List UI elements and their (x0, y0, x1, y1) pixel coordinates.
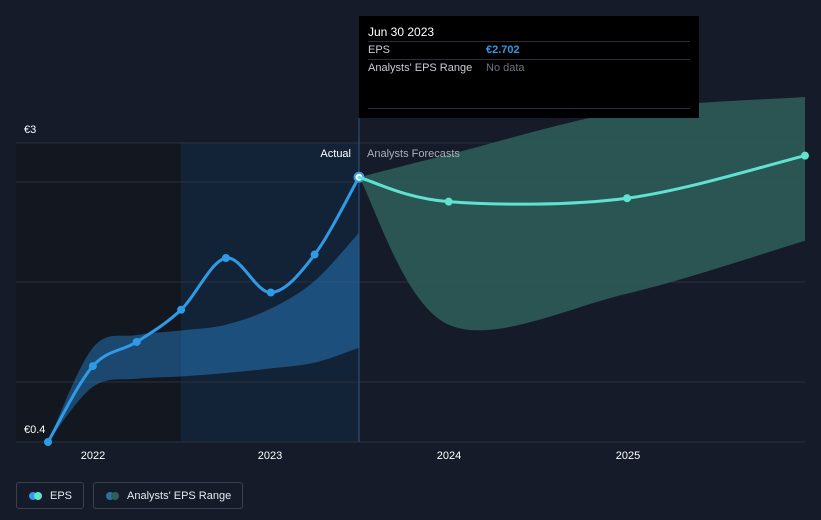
tooltip-range-label: Analysts' EPS Range (368, 62, 473, 74)
actual-region-label: Actual (320, 148, 351, 160)
tooltip-eps-label: EPS (368, 44, 391, 56)
eps-actual-point-1 (88, 362, 97, 371)
eps-actual-point-0 (44, 438, 52, 446)
eps-actual-point-4 (221, 254, 230, 262)
tooltip-range-value: No data (486, 62, 525, 74)
legend-item-range[interactable]: Analysts' EPS Range (93, 482, 244, 509)
legend-eps-label: EPS (50, 489, 73, 502)
eps-actual-point-2 (132, 337, 141, 346)
legend-item-eps[interactable]: EPS (16, 482, 85, 509)
tooltip-date: Jun 30 2023 (368, 25, 435, 39)
eps-forecast-line (357, 154, 807, 206)
eps-forecast-point-2 (623, 194, 632, 203)
forecast-eps-range-band (358, 97, 805, 331)
hover-tooltip: Jun 30 2023 EPS €2.702 Analysts' EPS Ran… (359, 16, 699, 118)
x-tick-2024: 2024 (436, 450, 462, 462)
tooltip-row-eps: EPS €2.702 (368, 41, 690, 59)
actual-eps-range-band (48, 232, 359, 442)
chart-legend: EPS Analysts' EPS Range (16, 482, 244, 509)
tooltip-row-range: Analysts' EPS Range No data (368, 59, 690, 77)
y-axis-max-label: €3 (24, 124, 37, 136)
x-tick-2025: 2025 (615, 450, 641, 462)
eps-forecast-point-1 (444, 197, 453, 206)
eps-actual-point-6 (310, 250, 319, 259)
y-axis-min-label: €0.4 (24, 424, 46, 436)
range-legend-icon (106, 491, 120, 500)
tooltip-eps-value: €2.702 (486, 44, 520, 56)
forecast-region-label: Analysts Forecasts (367, 148, 460, 160)
eps-actual-point-5 (266, 288, 275, 297)
x-tick-2023: 2023 (257, 450, 283, 462)
eps-actual-point-3 (177, 305, 186, 314)
legend-range-label: Analysts' EPS Range (127, 489, 232, 502)
tooltip-divider (368, 108, 690, 109)
eps-forecast-point-3 (801, 151, 809, 160)
history-shade (16, 143, 181, 442)
eps-legend-icon (29, 491, 43, 500)
x-tick-2022: 2022 (80, 450, 106, 462)
